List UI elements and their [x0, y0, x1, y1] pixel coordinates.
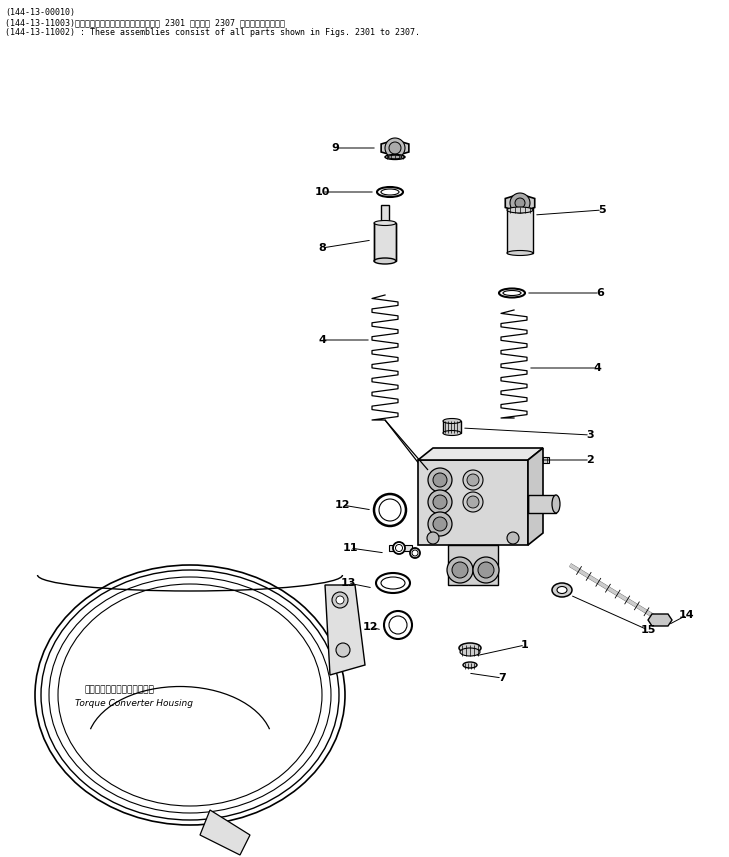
- Text: 8: 8: [318, 243, 326, 253]
- Circle shape: [427, 532, 439, 544]
- Circle shape: [526, 456, 534, 464]
- Circle shape: [452, 562, 468, 578]
- Ellipse shape: [376, 573, 410, 593]
- Ellipse shape: [381, 189, 399, 195]
- Circle shape: [467, 496, 479, 508]
- Ellipse shape: [552, 583, 572, 597]
- Circle shape: [515, 198, 525, 208]
- Ellipse shape: [379, 499, 401, 521]
- Circle shape: [433, 473, 447, 487]
- Polygon shape: [505, 194, 535, 212]
- Ellipse shape: [381, 577, 405, 589]
- Polygon shape: [381, 140, 409, 156]
- Ellipse shape: [41, 570, 339, 820]
- Polygon shape: [418, 460, 528, 545]
- Bar: [537, 457, 549, 463]
- Bar: [507, 205, 533, 253]
- Circle shape: [428, 468, 452, 492]
- Polygon shape: [200, 810, 250, 855]
- Text: 4: 4: [318, 335, 326, 345]
- Circle shape: [463, 470, 483, 490]
- Ellipse shape: [389, 616, 407, 634]
- Ellipse shape: [507, 207, 533, 213]
- Ellipse shape: [557, 586, 567, 594]
- Ellipse shape: [503, 291, 521, 296]
- Text: 9: 9: [331, 143, 339, 153]
- Text: 7: 7: [498, 673, 506, 683]
- Text: 2: 2: [586, 455, 594, 465]
- Text: 4: 4: [593, 363, 601, 373]
- Ellipse shape: [460, 648, 480, 656]
- Ellipse shape: [396, 544, 402, 552]
- Bar: [374, 223, 396, 261]
- Polygon shape: [325, 585, 365, 675]
- Circle shape: [428, 490, 452, 514]
- Polygon shape: [528, 448, 543, 545]
- Bar: [381, 205, 389, 223]
- Ellipse shape: [374, 220, 396, 225]
- Circle shape: [389, 142, 401, 154]
- Bar: [443, 421, 461, 433]
- Text: 12: 12: [362, 622, 378, 632]
- Text: トルクコンバータハウジング: トルクコンバータハウジング: [85, 686, 155, 694]
- Circle shape: [473, 557, 499, 583]
- Ellipse shape: [35, 565, 345, 825]
- Text: 10: 10: [314, 187, 330, 197]
- Text: 11: 11: [342, 543, 358, 553]
- Text: 14: 14: [679, 610, 695, 620]
- Circle shape: [385, 138, 405, 158]
- Circle shape: [467, 474, 479, 486]
- Circle shape: [433, 517, 447, 531]
- Ellipse shape: [384, 611, 412, 639]
- Circle shape: [447, 557, 473, 583]
- Text: 5: 5: [599, 205, 606, 215]
- Ellipse shape: [385, 154, 405, 159]
- Ellipse shape: [58, 584, 322, 806]
- Circle shape: [336, 596, 344, 604]
- Polygon shape: [389, 545, 412, 551]
- Ellipse shape: [388, 155, 402, 159]
- Ellipse shape: [499, 289, 525, 297]
- Ellipse shape: [412, 550, 418, 556]
- Bar: [448, 545, 498, 585]
- Circle shape: [336, 643, 350, 657]
- Circle shape: [478, 562, 494, 578]
- Circle shape: [428, 512, 452, 536]
- Circle shape: [332, 592, 348, 608]
- Text: (144-13-11002) : These assemblies consist of all parts shown in Figs. 2301 to 23: (144-13-11002) : These assemblies consis…: [5, 28, 420, 37]
- Ellipse shape: [459, 643, 481, 653]
- Text: 3: 3: [586, 430, 594, 440]
- Text: Torque Converter Housing: Torque Converter Housing: [75, 699, 193, 709]
- Text: (144-13-11003)　これらのアセンブリの構成部品は第 2301 図から第 2307 図までですみます．: (144-13-11003) これらのアセンブリの構成部品は第 2301 図から…: [5, 18, 285, 27]
- Ellipse shape: [374, 258, 396, 264]
- Circle shape: [523, 453, 537, 467]
- Ellipse shape: [393, 542, 405, 554]
- Ellipse shape: [49, 577, 331, 813]
- Circle shape: [433, 495, 447, 509]
- Ellipse shape: [443, 418, 461, 423]
- Circle shape: [510, 193, 530, 213]
- Ellipse shape: [507, 250, 533, 255]
- Ellipse shape: [463, 662, 477, 668]
- Polygon shape: [648, 614, 672, 626]
- Ellipse shape: [410, 548, 420, 558]
- Ellipse shape: [374, 494, 406, 526]
- Polygon shape: [418, 448, 543, 460]
- Text: 13: 13: [340, 578, 356, 588]
- Circle shape: [463, 492, 483, 512]
- Text: 15: 15: [640, 625, 655, 635]
- Ellipse shape: [377, 187, 403, 197]
- Bar: [528, 495, 556, 513]
- Ellipse shape: [552, 495, 560, 513]
- Text: 12: 12: [335, 500, 350, 510]
- Circle shape: [507, 532, 519, 544]
- Text: (144-13-00010): (144-13-00010): [5, 8, 75, 17]
- Text: 6: 6: [596, 288, 604, 298]
- Ellipse shape: [443, 430, 461, 435]
- Text: 1: 1: [521, 640, 529, 650]
